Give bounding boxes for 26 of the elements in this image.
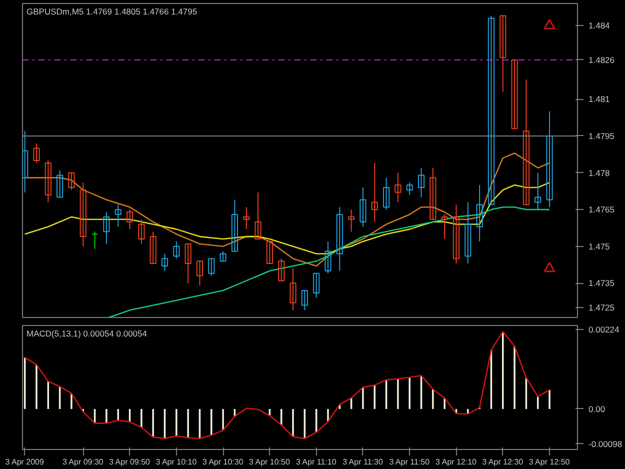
- x-tick-label: 3 Apr 12:30: [482, 458, 524, 466]
- chart-title: GBPUSDm,M5 1.4769 1.4805 1.4766 1.4795: [26, 6, 198, 16]
- x-tick-label: 3 Apr 12:50: [528, 458, 570, 466]
- y-tick-label: 0.00224: [588, 324, 620, 334]
- y-tick-label: -0.00098: [588, 438, 622, 449]
- y-tick-label: 1.481: [588, 94, 610, 104]
- x-tick-label: 3 Apr 09:30: [62, 458, 104, 466]
- x-tick-label: 3 Apr 12:10: [436, 458, 478, 466]
- x-tick-label: 3 Apr 11:30: [342, 458, 384, 466]
- x-tick-label: 3 Apr 10:30: [202, 458, 244, 466]
- y-tick-label: 1.475: [588, 241, 610, 252]
- x-tick-label: 3 Apr 11:50: [389, 458, 430, 466]
- y-tick-label: 1.478: [588, 168, 610, 178]
- chart-title: MACD(5,13,1) 0.00054 0.00054: [26, 328, 148, 338]
- x-tick-label: 3 Apr 11:10: [296, 458, 337, 466]
- x-tick-label: 3 Apr 2009: [5, 458, 45, 466]
- x-tick-label: 3 Apr 09:50: [109, 458, 151, 466]
- x-tick-label: 3 Apr 10:10: [156, 458, 198, 466]
- ref-line-label: 1.4826: [588, 54, 615, 65]
- y-tick-label: 1.484: [588, 20, 610, 31]
- y-tick-label: 1.4765: [588, 204, 615, 215]
- y-tick-label: 0.00: [588, 404, 606, 414]
- y-tick-label: 1.4725: [588, 302, 615, 313]
- y-tick-label: 1.4735: [588, 278, 615, 288]
- ref-line-label: 1.4795: [588, 130, 615, 141]
- x-tick-label: 3 Apr 10:50: [249, 458, 290, 466]
